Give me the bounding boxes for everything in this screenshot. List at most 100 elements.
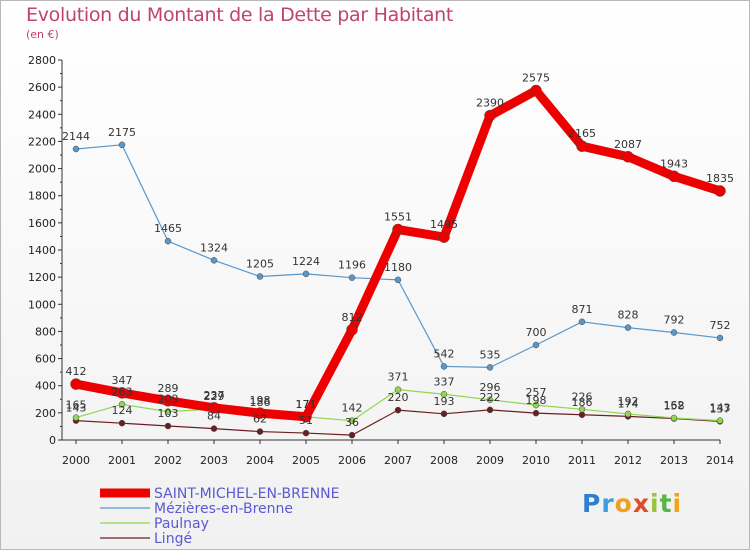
- data-label: 103: [158, 407, 179, 420]
- data-point: [440, 363, 448, 370]
- data-label: 62: [253, 413, 267, 426]
- y-tick-label: 2400: [28, 108, 56, 121]
- data-label: 171: [296, 398, 317, 411]
- data-label: 1465: [154, 222, 182, 235]
- data-point: [162, 395, 174, 407]
- logo-letter: r: [601, 489, 615, 518]
- series-group: [70, 84, 726, 439]
- data-point: [70, 378, 82, 390]
- data-label: 193: [434, 395, 455, 408]
- data-label: 257: [526, 386, 547, 399]
- data-label: 371: [388, 371, 409, 384]
- x-tick-label: 2008: [430, 454, 458, 467]
- data-label: 192: [618, 395, 639, 408]
- data-point: [118, 141, 126, 149]
- data-point: [578, 318, 586, 326]
- chart-subtitle: (en €): [26, 28, 59, 41]
- data-label: 2165: [568, 127, 596, 140]
- x-tick-label: 2000: [62, 454, 90, 467]
- y-tick-label: 2600: [28, 81, 56, 94]
- x-tick-label: 2002: [154, 454, 182, 467]
- data-label: 296: [480, 381, 501, 394]
- data-point: [438, 231, 450, 243]
- data-point: [118, 401, 126, 408]
- y-tick-label: 200: [35, 407, 56, 420]
- series-line: [75, 144, 721, 368]
- data-label: 186: [250, 396, 271, 409]
- data-label: 1324: [200, 241, 228, 254]
- data-label: 186: [572, 396, 593, 409]
- data-point: [72, 145, 80, 153]
- y-tick-label: 1600: [28, 217, 56, 230]
- data-point: [624, 410, 632, 418]
- data-point: [392, 223, 404, 236]
- x-tick-label: 2007: [384, 454, 412, 467]
- data-point: [210, 425, 218, 432]
- data-point: [300, 411, 312, 423]
- data-label: 36: [345, 416, 359, 429]
- data-point: [210, 257, 218, 264]
- data-point: [668, 170, 680, 183]
- data-label: 222: [480, 391, 501, 404]
- data-point: [576, 140, 588, 152]
- x-tick-label: 2003: [200, 454, 228, 467]
- data-point: [348, 274, 356, 281]
- y-tick-label: 1200: [28, 271, 56, 284]
- data-label: 828: [618, 309, 639, 322]
- data-point: [624, 324, 632, 331]
- data-point: [394, 276, 402, 284]
- data-label: 1835: [706, 172, 734, 185]
- data-point: [532, 401, 540, 409]
- data-point: [486, 396, 494, 404]
- logo-letter: P: [582, 489, 602, 518]
- data-point: [208, 402, 220, 414]
- data-point: [118, 419, 126, 427]
- data-point: [116, 387, 128, 399]
- data-label: 337: [434, 375, 455, 388]
- data-point: [256, 428, 264, 435]
- data-point: [578, 406, 586, 413]
- data-label: 542: [434, 347, 455, 360]
- data-point: [440, 391, 448, 398]
- logo-letter: o: [614, 489, 633, 518]
- data-label: 158: [664, 400, 685, 413]
- data-label: 237: [204, 389, 225, 402]
- x-tick-label: 2004: [246, 454, 274, 467]
- logo-letter: x: [632, 489, 650, 518]
- data-label: 229: [204, 390, 225, 403]
- data-label: 2575: [522, 72, 550, 85]
- data-label: 412: [66, 365, 87, 378]
- data-point: [164, 237, 172, 245]
- x-tick-label: 2011: [568, 454, 596, 467]
- data-label: 535: [480, 348, 501, 361]
- data-point: [716, 417, 724, 424]
- data-point: [164, 408, 172, 415]
- data-point: [530, 84, 542, 97]
- legend-label: SAINT-MICHEL-EN-BRENNE: [154, 486, 339, 502]
- x-tick-label: 2001: [108, 454, 136, 467]
- data-label: 1551: [384, 211, 412, 224]
- data-point: [302, 270, 310, 278]
- logo-letter: t: [659, 489, 673, 518]
- data-label: 1495: [430, 218, 458, 231]
- y-tick-label: 0: [49, 434, 56, 447]
- data-point: [72, 414, 80, 421]
- data-label: 51: [299, 414, 313, 427]
- x-tick-label: 2012: [614, 454, 642, 467]
- x-tick-label: 2010: [522, 454, 550, 467]
- x-tick-label: 2005: [292, 454, 320, 467]
- data-point: [670, 414, 678, 422]
- data-label: 1943: [660, 157, 688, 170]
- data-label: 2175: [108, 126, 136, 139]
- data-point: [254, 407, 266, 419]
- data-label: 1224: [292, 255, 320, 268]
- data-point: [164, 422, 172, 430]
- chart-title: Evolution du Montant de la Dette par Hab…: [26, 4, 454, 26]
- data-point: [348, 431, 356, 439]
- y-tick-label: 2800: [28, 54, 56, 67]
- logo-letter: i: [650, 489, 660, 518]
- data-label: 171: [296, 398, 317, 411]
- data-label: 289: [158, 382, 179, 395]
